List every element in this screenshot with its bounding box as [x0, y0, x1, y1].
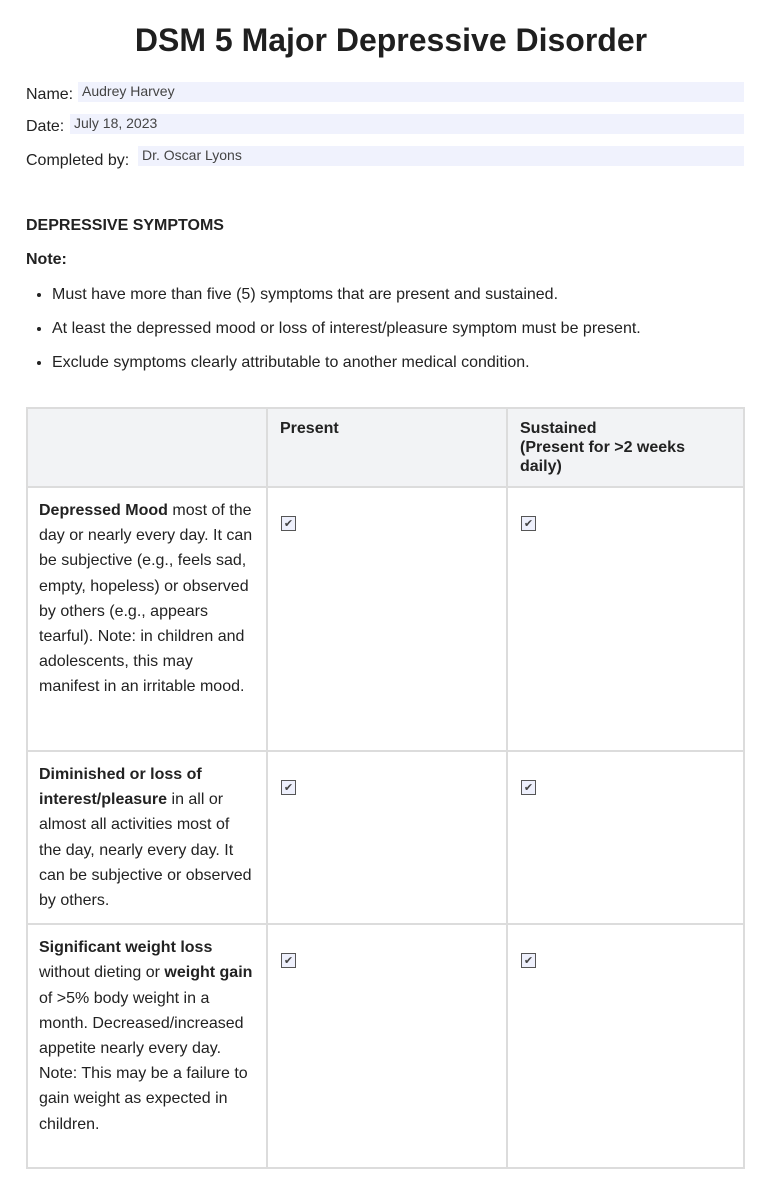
symptoms-table: Present Sustained (Present for >2 weeks … — [26, 407, 745, 1170]
symptom-text: of >5% body weight in a month. Decreased… — [39, 989, 248, 1133]
sustained-cell: ✔ — [506, 923, 745, 1170]
header-sustained: Sustained (Present for >2 weeks daily) — [506, 407, 745, 488]
present-cell: ✔ — [266, 486, 508, 752]
symptom-text: most of the day or nearly every day. It … — [39, 502, 253, 696]
date-field[interactable]: July 18, 2023 — [70, 114, 744, 134]
section-title: DEPRESSIVE SYMPTOMS — [26, 217, 224, 234]
note-item: At least the depressed mood or loss of i… — [52, 310, 641, 344]
note-item: Must have more than five (5) symptoms th… — [52, 276, 641, 310]
checkmark-icon: ✔ — [523, 955, 534, 968]
checkmark-icon: ✔ — [523, 518, 534, 530]
sustained-checkbox[interactable]: ✔ — [521, 780, 536, 795]
table-row: Depressed Mood most of the day or nearly… — [26, 486, 745, 752]
checkmark-icon: ✔ — [283, 955, 294, 968]
checkmark-icon: ✔ — [283, 518, 294, 530]
present-checkbox[interactable]: ✔ — [281, 953, 296, 969]
date-label: Date: — [26, 118, 65, 135]
completed-by-label: Completed by: — [26, 152, 130, 169]
note-item: Exclude symptoms clearly attributable to… — [52, 344, 641, 378]
table-row: Significant weight loss without dieting … — [26, 923, 745, 1170]
page-title: DSM 5 Major Depressive Disorder — [134, 22, 648, 58]
completed-by-field[interactable]: Dr. Oscar Lyons — [138, 146, 744, 166]
symptom-name: weight gain — [164, 964, 253, 982]
symptom-name: Diminished or loss of interest/pleasure — [39, 766, 202, 809]
symptom-description: Significant weight loss without dieting … — [26, 923, 268, 1170]
header-present: Present — [266, 407, 508, 488]
symptom-name: Depressed Mood — [39, 502, 168, 519]
present-cell: ✔ — [266, 923, 508, 1170]
checkmark-icon: ✔ — [523, 782, 534, 794]
symptom-name: Significant weight loss — [39, 939, 213, 957]
symptom-text: without dieting or — [39, 964, 165, 982]
header-symptom — [26, 407, 268, 488]
name-label: Name: — [26, 86, 74, 103]
sustained-checkbox[interactable]: ✔ — [521, 516, 536, 531]
symptom-text: in all or almost all activities most of … — [39, 791, 252, 910]
present-cell: ✔ — [266, 749, 508, 926]
table-row: Diminished or loss of interest/pleasure … — [26, 749, 745, 926]
sustained-cell: ✔ — [506, 486, 745, 752]
symptom-description: Diminished or loss of interest/pleasure … — [26, 749, 268, 926]
checkmark-icon: ✔ — [283, 782, 294, 794]
note-label: Note: — [26, 251, 67, 268]
sustained-cell: ✔ — [506, 749, 745, 926]
name-field[interactable]: Audrey Harvey — [78, 82, 744, 102]
notes-list: Must have more than five (5) symptoms th… — [26, 276, 641, 378]
present-checkbox[interactable]: ✔ — [281, 516, 296, 531]
sustained-checkbox[interactable]: ✔ — [521, 953, 536, 969]
present-checkbox[interactable]: ✔ — [281, 780, 296, 795]
symptom-description: Depressed Mood most of the day or nearly… — [26, 486, 268, 752]
